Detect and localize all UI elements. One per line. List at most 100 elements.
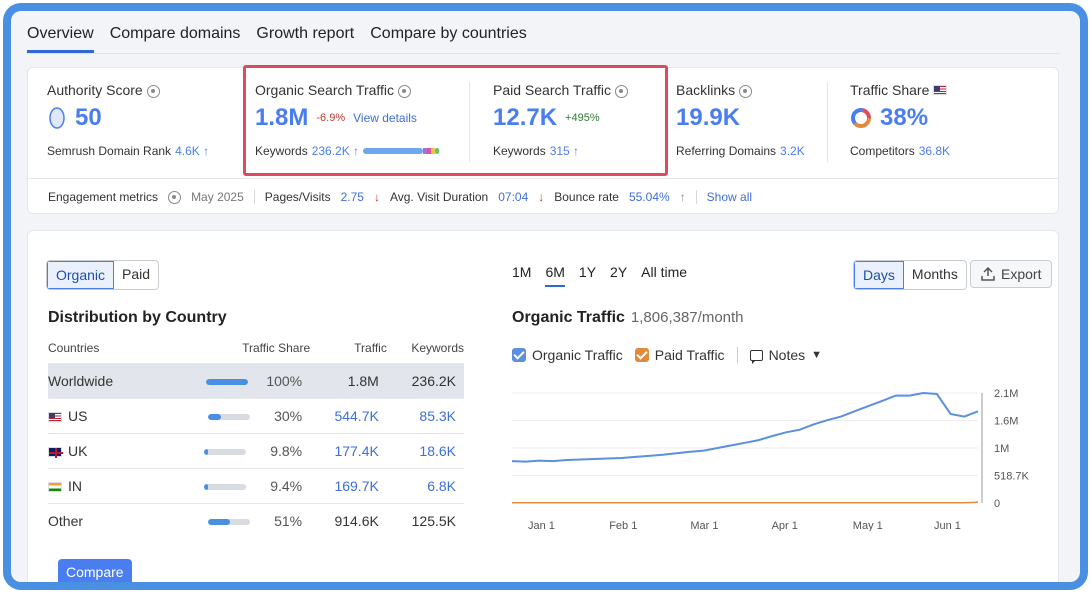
paid-keywords-value[interactable]: 315 ↑: [549, 144, 580, 158]
engagement-divider: [695, 189, 697, 204]
toggle-months[interactable]: Months: [911, 266, 958, 282]
notes-icon: [749, 349, 763, 364]
country-cell: UK: [48, 432, 156, 468]
paid-keywords-label: Keywords: [493, 144, 546, 158]
period-6m[interactable]: 6M: [545, 264, 565, 287]
keywords-value[interactable]: 6.8K: [386, 467, 464, 503]
y-tick-label: 1.6M: [994, 416, 1018, 428]
compare-button[interactable]: Compare: [58, 559, 132, 582]
chart-title: Organic Traffic 1,806,387/month: [512, 309, 744, 327]
highlight-box: [243, 65, 668, 176]
table-row[interactable]: Other 51% 914.6K 125.5K: [48, 502, 464, 538]
tab-overview[interactable]: Overview: [27, 21, 94, 53]
engagement-date: May 2025: [191, 189, 244, 204]
organic-delta: -6.9%: [316, 112, 346, 124]
uk-flag-icon: [48, 446, 63, 458]
up-arrow-icon: ↑: [679, 189, 686, 204]
referring-domains-label: Referring Domains: [676, 144, 777, 158]
chart-legend: Organic Traffic Paid Traffic Notes ▼: [512, 347, 823, 364]
competitors-label: Competitors: [850, 144, 915, 158]
period-1m[interactable]: 1M: [512, 264, 532, 280]
legend-organic[interactable]: Organic Traffic: [512, 347, 623, 363]
traffic-chart[interactable]: 2.1M 1.6M 1M 518.7K 0 Jan 1 Feb 1 Mar 1 Apr 1 Ma…: [508, 381, 1053, 531]
info-icon[interactable]: [739, 84, 753, 98]
toggle-paid[interactable]: Paid: [122, 266, 151, 282]
x-tick-label: Jan 1: [528, 520, 555, 531]
competitors-value[interactable]: 36.8K: [918, 144, 951, 158]
tabs-divider: [27, 53, 1060, 54]
domain-rank-value[interactable]: 4.6K ↑: [175, 144, 210, 158]
backlinks-metric[interactable]: Backlinks 19.9K Referring Domains 3.2K: [676, 82, 805, 158]
summary-card: Authority Score 50 Semrush Domain Rank 4.…: [27, 65, 1059, 214]
backlinks-label: Backlinks: [676, 82, 736, 98]
country-name: IN: [68, 477, 82, 494]
share-value: 9.8%: [270, 442, 303, 459]
info-icon[interactable]: [615, 84, 629, 98]
notes-label: Notes: [768, 347, 806, 363]
table-row[interactable]: Worldwide 100% 1.8M 236.2K: [48, 362, 464, 398]
share-value: 100%: [266, 372, 303, 389]
traffic-share-metric[interactable]: Traffic Share 38% Competitors 36.8K: [850, 82, 953, 158]
country-name: Other: [48, 512, 84, 529]
info-icon[interactable]: [398, 84, 412, 98]
keywords-value[interactable]: 18.6K: [386, 432, 464, 468]
organic-search-metric[interactable]: Organic Search Traffic 1.8M -6.9% View d…: [255, 82, 440, 158]
table-row[interactable]: IN 9.4% 169.7K 6.8K: [48, 467, 464, 503]
share-bar: [204, 448, 247, 455]
export-button[interactable]: Export: [970, 260, 1053, 288]
metric-divider: [827, 82, 828, 162]
x-axis-ticks: Jan 1 Feb 1 Mar 1 Apr 1 May 1 Jun 1: [528, 520, 961, 531]
chart-grid: [512, 392, 983, 504]
traffic-share-value: 38%: [880, 104, 929, 131]
tab-compare-domains[interactable]: Compare domains: [109, 25, 241, 42]
paid-search-metric[interactable]: Paid Search Traffic 12.7K +495% Keywords…: [493, 82, 629, 158]
top-tabs: Overview Compare domains Growth report C…: [27, 21, 527, 53]
engagement-bar: Engagement metrics May 2025 Pages/Visits…: [28, 178, 1058, 214]
period-2y[interactable]: 2Y: [610, 264, 628, 280]
y-tick-label: 1M: [994, 443, 1009, 455]
tab-growth-report[interactable]: Growth report: [256, 25, 355, 42]
country-name: US: [68, 407, 88, 424]
us-flag-icon: [48, 411, 62, 422]
col-keywords: Keywords: [411, 340, 464, 355]
authority-score-value: 50: [75, 104, 102, 131]
authority-score-label: Authority Score: [47, 82, 143, 98]
traffic-value[interactable]: 544.7K: [310, 397, 387, 433]
distribution-table: Countries Traffic Share Traffic Keywords…: [48, 333, 464, 538]
bounce-rate-label: Bounce rate: [554, 189, 619, 204]
table-row[interactable]: UK 9.8% 177.4K 18.6K: [48, 432, 464, 468]
legend-paid[interactable]: Paid Traffic: [634, 347, 725, 363]
toggle-organic[interactable]: Organic: [47, 261, 115, 289]
paid-search-label: Paid Search Traffic: [493, 82, 612, 98]
show-all-link[interactable]: Show all: [706, 189, 753, 204]
traffic-value[interactable]: 177.4K: [310, 432, 387, 468]
keywords-value: 236.2K: [386, 362, 464, 398]
organic-keywords-value[interactable]: 236.2K ↑: [311, 144, 360, 158]
period-1y[interactable]: 1Y: [578, 264, 597, 280]
traffic-value[interactable]: 169.7K: [310, 467, 387, 503]
engagement-divider: [253, 189, 255, 204]
authority-leaf-icon: [49, 107, 65, 129]
notes-dropdown[interactable]: Notes ▼: [749, 347, 823, 364]
chevron-down-icon: ▼: [811, 349, 823, 361]
share-cell: 9.4%: [155, 467, 311, 503]
pages-visits-label: Pages/Visits: [264, 189, 331, 204]
engagement-label: Engagement metrics: [48, 189, 159, 204]
period-all-time[interactable]: All time: [641, 264, 688, 280]
country-name: Worldwide: [48, 372, 114, 389]
authority-score-metric[interactable]: Authority Score 50 Semrush Domain Rank 4.…: [47, 82, 209, 158]
col-traffic-share: Traffic Share: [242, 340, 311, 355]
traffic-value: 1.8M: [310, 362, 387, 398]
legend-divider: [736, 347, 738, 363]
keywords-value[interactable]: 85.3K: [386, 397, 464, 433]
tab-compare-by-countries[interactable]: Compare by countries: [370, 25, 527, 42]
referring-domains-value[interactable]: 3.2K: [780, 144, 805, 158]
col-traffic: Traffic: [354, 340, 387, 355]
toggle-days[interactable]: Days: [854, 261, 904, 289]
us-flag-icon: [933, 85, 948, 95]
info-icon[interactable]: [146, 84, 160, 98]
table-row[interactable]: US 30% 544.7K 85.3K: [48, 397, 464, 433]
share-value: 51%: [274, 512, 303, 529]
view-details-link[interactable]: View details: [353, 111, 417, 125]
domain-rank-label: Semrush Domain Rank: [47, 144, 172, 158]
